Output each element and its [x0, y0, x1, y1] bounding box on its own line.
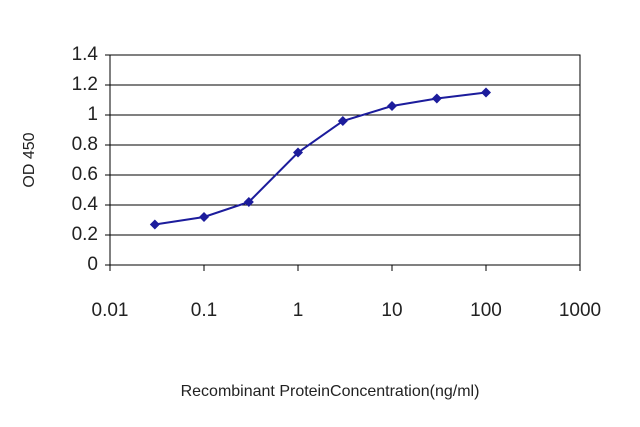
y-tick-label: 0.4 [72, 194, 99, 215]
data-marker [149, 219, 160, 230]
x-tick-label: 1000 [559, 300, 601, 321]
y-tick-label: 1.4 [72, 44, 99, 65]
data-marker [293, 147, 303, 158]
y-tick-label: 0.6 [72, 164, 98, 185]
data-marker [387, 101, 397, 111]
y-tick-label: 1 [87, 104, 98, 125]
y-tick-label: 0.8 [72, 134, 98, 155]
x-tick-label: 100 [470, 300, 502, 321]
data-marker [481, 87, 491, 98]
x-tick-label: 1 [293, 300, 304, 321]
data-line [154, 91, 487, 226]
x-axis-label: Recombinant ProteinConcentration(ng/ml) [181, 383, 480, 400]
y-tick-label: 0 [87, 254, 98, 275]
plot-area [109, 54, 581, 266]
y-tick-label: 1.2 [72, 74, 98, 95]
data-marker [199, 212, 209, 222]
y-axis-label: OD 450 [21, 132, 38, 187]
x-tick-label: 0.1 [191, 300, 217, 321]
data-marker [337, 116, 348, 126]
data-marker [243, 197, 254, 207]
x-tick-label: 10 [381, 300, 402, 321]
x-tick-label: 0.01 [92, 300, 129, 321]
data-marker [431, 93, 442, 104]
y-tick-label: 0.2 [72, 224, 98, 245]
